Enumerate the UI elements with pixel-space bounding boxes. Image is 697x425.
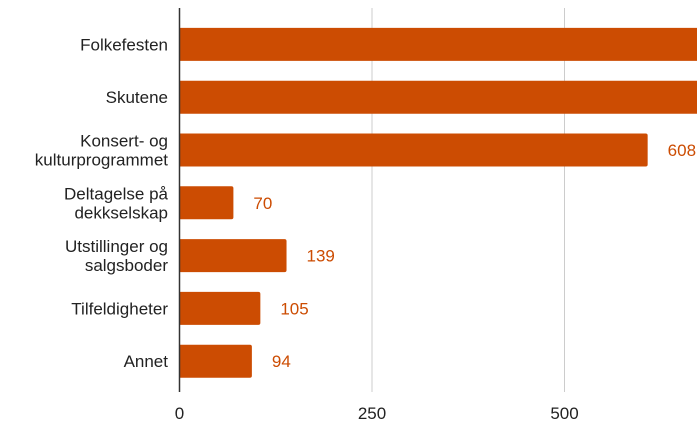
x-tick-label-250: 250 (358, 404, 386, 423)
category-label-3-line-0: Deltagelse på (64, 184, 169, 203)
x-axis-ticks: 025050075010001250 (175, 404, 579, 423)
bar-0 (179, 27, 697, 61)
category-label-6-line-0: Annet (124, 352, 169, 371)
category-label-4-line-0: Utstillinger og (65, 237, 168, 256)
data-label-5: 105 (280, 299, 308, 318)
x-tick-label-500: 500 (550, 404, 578, 423)
grid-lines (371, 8, 565, 392)
bar-6 (179, 344, 252, 378)
bar-1 (179, 80, 697, 114)
category-label-0-line-0: Folkefesten (80, 35, 168, 54)
category-label-4-line-1: salgsboder (85, 256, 169, 275)
category-label-2-line-1: kulturprogrammet (35, 151, 168, 170)
category-label-5-line-0: Tilfeldigheter (71, 299, 168, 318)
x-tick-label-0: 0 (175, 404, 184, 423)
category-label-2: Konsert- og kulturprogrammet (35, 132, 168, 170)
bars (179, 27, 697, 378)
bar-2 (179, 133, 648, 167)
category-label-5: Tilfeldigheter (71, 299, 168, 318)
data-label-4: 139 (307, 247, 335, 266)
bar-5 (179, 291, 261, 325)
category-label-0: Folkefesten (80, 35, 168, 54)
category-label-3-line-1: dekkselskap (74, 203, 168, 222)
data-labels: 88710376087013910594 (253, 141, 696, 371)
category-labels: Folkefesten Skutene Konsert- og kulturprogr… (35, 35, 169, 371)
category-label-2-line-0: Konsert- og (80, 132, 168, 151)
bar-4 (179, 239, 287, 273)
category-label-1-line-0: Skutene (106, 88, 168, 107)
category-label-3: Deltagelse på dekkselskap (64, 184, 169, 222)
bar-3 (179, 186, 234, 220)
category-label-4: Utstillinger og salgsboder (65, 237, 168, 275)
data-label-2: 608 (668, 141, 696, 160)
data-label-3: 70 (253, 194, 272, 213)
category-label-6: Annet (124, 352, 169, 371)
category-label-1: Skutene (106, 88, 168, 107)
data-label-6: 94 (272, 352, 291, 371)
